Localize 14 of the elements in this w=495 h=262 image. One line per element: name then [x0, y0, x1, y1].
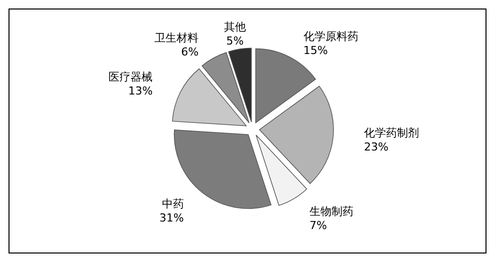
data-label: 13%	[128, 84, 153, 98]
data-label: 15%	[303, 44, 328, 58]
slice-label: 化学原料药	[303, 30, 358, 44]
slice-label: 其他	[224, 20, 246, 34]
data-label: 6%	[181, 46, 199, 59]
slice-label: 医疗器械	[108, 70, 153, 84]
slice-label: 卫生材料	[154, 32, 199, 45]
data-label: 23%	[364, 140, 388, 154]
slice-label: 中药	[162, 198, 184, 211]
slice-label: 化学药制剂	[364, 126, 420, 140]
data-label: 31%	[159, 212, 184, 225]
data-label: 5%	[226, 34, 244, 48]
data-label: 7%	[310, 218, 327, 232]
slice-label: 生物制药	[310, 204, 354, 218]
